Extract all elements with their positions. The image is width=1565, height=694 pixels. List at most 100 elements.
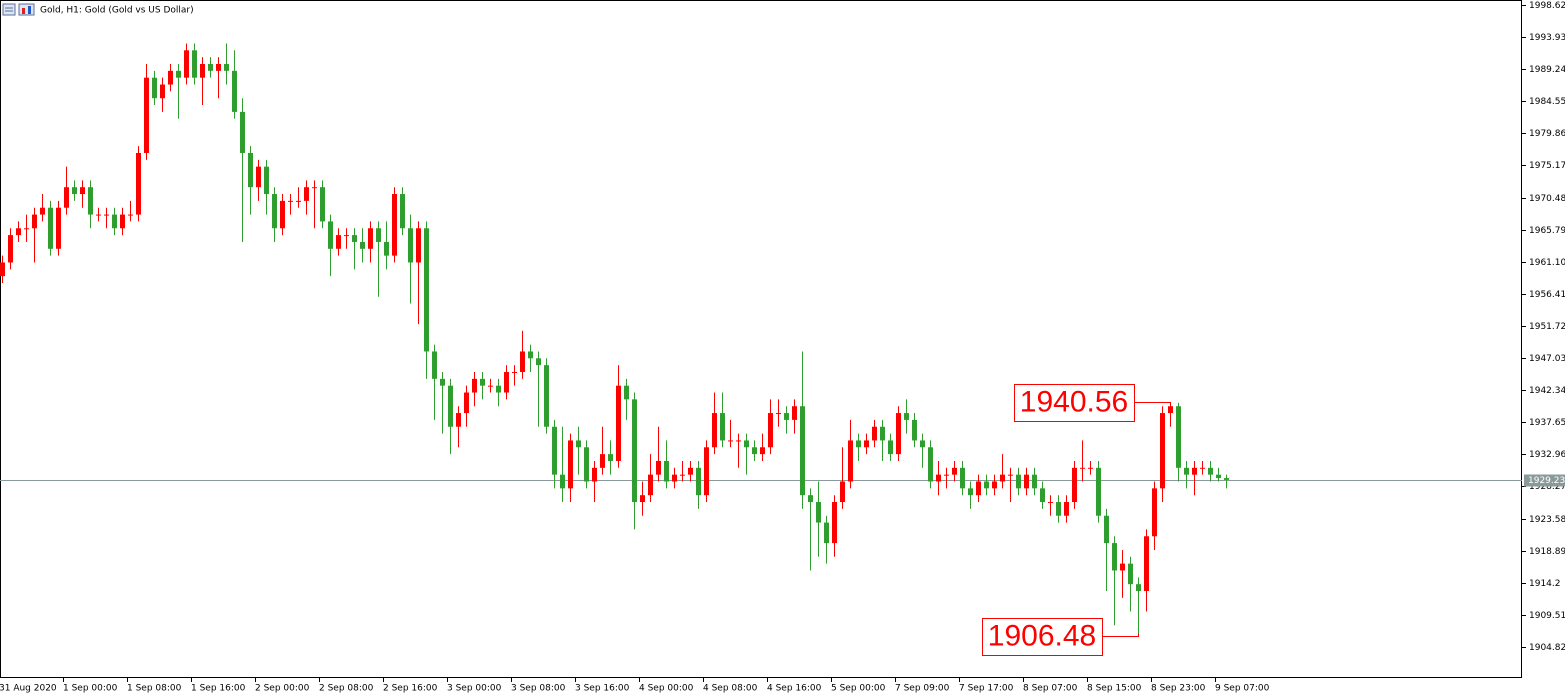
- candle-body: [104, 214, 109, 216]
- candle-body: [536, 358, 541, 366]
- candle-body: [32, 214, 37, 229]
- candle-body: [264, 166, 269, 195]
- candle-body: [448, 385, 453, 427]
- candle-body: [1224, 478, 1229, 480]
- candle-body: [872, 426, 877, 441]
- candle-body: [1080, 467, 1085, 469]
- x-tick-label: 8 Sep 07:00: [1023, 684, 1078, 694]
- candle-body: [792, 406, 797, 420]
- candle-body: [496, 385, 501, 393]
- candle-body: [992, 481, 997, 489]
- candle-body: [592, 467, 597, 482]
- candle-body: [72, 187, 77, 195]
- candle-body: [856, 440, 861, 448]
- candle-body: [184, 50, 189, 78]
- candle-body: [400, 194, 405, 229]
- y-tick-label: 1975.17: [1529, 161, 1565, 171]
- candle-body: [1152, 488, 1157, 537]
- candle-body: [1000, 474, 1005, 482]
- candle-body: [1200, 467, 1205, 469]
- candle-body: [568, 440, 573, 489]
- x-tick-label: 7 Sep 17:00: [959, 684, 1014, 694]
- candle-body: [464, 392, 469, 414]
- candle-body: [1144, 536, 1149, 592]
- candle-body: [376, 228, 381, 242]
- candle-body: [632, 399, 637, 503]
- candle-body: [1168, 406, 1173, 414]
- candle-body: [1216, 474, 1221, 479]
- x-tick-label: 31 Aug 2020: [0, 684, 57, 694]
- candle-body: [440, 378, 445, 386]
- candle-body: [1104, 515, 1109, 544]
- candle-body: [232, 70, 237, 112]
- candle-body: [904, 413, 909, 420]
- candle-body: [1160, 413, 1165, 489]
- candle-body: [928, 447, 933, 482]
- x-tick-label: 7 Sep 09:00: [895, 684, 950, 694]
- x-tick-label: 1 Sep 16:00: [191, 684, 246, 694]
- x-tick-label: 9 Sep 07:00: [1215, 684, 1270, 694]
- y-tick-label: 1979.86: [1529, 129, 1565, 139]
- candle-body: [840, 481, 845, 503]
- candle-body: [1192, 467, 1197, 475]
- candle-body: [432, 351, 437, 379]
- candle-body: [752, 447, 757, 455]
- candle-body: [528, 351, 533, 359]
- candle-body: [880, 426, 885, 441]
- y-tick-label: 1989.24: [1529, 65, 1565, 75]
- candle-body: [152, 77, 157, 99]
- candle-body: [1056, 502, 1061, 516]
- candle-body: [544, 365, 549, 427]
- candle-body: [48, 207, 53, 249]
- y-tick-label: 1914.2: [1529, 579, 1561, 589]
- candle-body: [608, 454, 613, 461]
- candle-body: [1088, 467, 1093, 469]
- candle-body: [848, 440, 853, 482]
- candle-body: [784, 413, 789, 420]
- y-tick-label: 1993.93: [1529, 33, 1565, 43]
- candle-body: [288, 200, 293, 202]
- x-tick-label: 3 Sep 16:00: [575, 684, 630, 694]
- candle-body: [256, 166, 261, 188]
- candle-body: [56, 207, 61, 249]
- candle-body: [336, 235, 341, 249]
- y-tick-label: 1998.62: [1529, 1, 1565, 11]
- candle-body: [392, 194, 397, 256]
- candle-body: [240, 111, 245, 153]
- candle-body: [1112, 543, 1117, 571]
- y-tick-label: 1932.96: [1529, 450, 1565, 460]
- candle-body: [456, 413, 461, 427]
- candle-body: [504, 371, 509, 393]
- candle-body: [560, 474, 565, 489]
- x-tick-label: 1 Sep 00:00: [63, 684, 118, 694]
- x-tick-label: 2 Sep 00:00: [255, 684, 310, 694]
- y-tick-label: 1928.27: [1529, 482, 1565, 492]
- candle-body: [1072, 467, 1077, 503]
- candle-body: [744, 440, 749, 448]
- x-tick-label: 3 Sep 08:00: [511, 684, 566, 694]
- candle-body: [976, 481, 981, 496]
- candle-body: [128, 214, 133, 216]
- candle-body: [736, 440, 741, 442]
- candle-body: [472, 378, 477, 393]
- candle-body: [696, 467, 701, 496]
- candle-body: [1208, 467, 1213, 475]
- candle-body: [664, 460, 669, 482]
- y-tick-label: 1956.41: [1529, 290, 1565, 300]
- candle-body: [80, 187, 85, 195]
- candle-body: [896, 413, 901, 455]
- candle-body: [712, 413, 717, 448]
- y-tick-label: 1961.10: [1529, 258, 1565, 268]
- x-tick-label: 8 Sep 23:00: [1151, 684, 1206, 694]
- candle-body: [352, 235, 357, 242]
- y-tick-label: 1923.58: [1529, 515, 1565, 525]
- y-tick-label: 1937.65: [1529, 418, 1565, 428]
- candle-body: [960, 467, 965, 489]
- candle-body: [624, 385, 629, 400]
- annotation-label: 1940.56: [1020, 385, 1128, 418]
- candle-body: [360, 241, 365, 249]
- candle-body: [888, 440, 893, 455]
- candle-body: [160, 84, 165, 99]
- candle-body: [936, 474, 941, 482]
